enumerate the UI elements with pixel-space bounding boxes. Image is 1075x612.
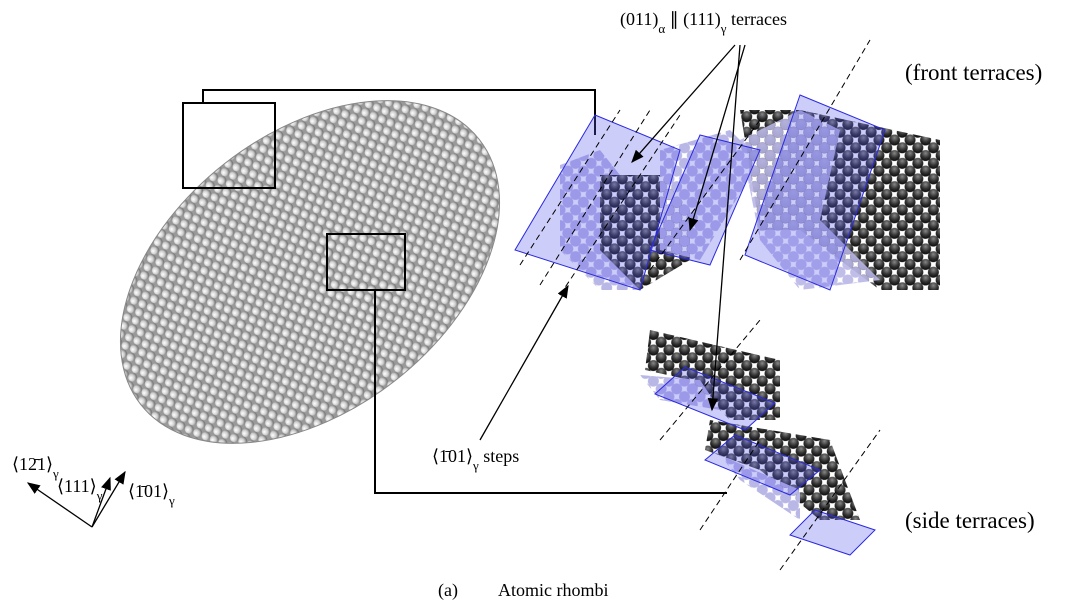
steps-label: ⟨1̄01⟩γ steps	[432, 446, 519, 473]
precipitate	[56, 31, 565, 513]
side-label: (side terraces)	[905, 508, 1035, 533]
text-part: ⟨1̄01⟩	[128, 481, 169, 501]
axis-label: ⟨111⟩γ	[57, 476, 103, 503]
text-part: ⟨1̄01⟩	[432, 446, 473, 466]
text-part: γ	[168, 493, 175, 508]
text-part: terraces	[727, 9, 787, 29]
caption-label: (a)	[438, 580, 458, 601]
side-cluster	[640, 330, 875, 555]
axis-label: ⟨12̄1⟩γ	[12, 454, 59, 481]
front-label: (front terraces)	[905, 60, 1042, 85]
terraces-label: (011)α ∥ (111)γ terraces	[620, 9, 787, 36]
figure: (011)α ∥ (111)γ terraces (front terraces…	[0, 0, 1075, 612]
caption-text: Atomic rhombi	[498, 580, 609, 600]
text-part: (011)	[620, 9, 658, 30]
axis-label: ⟨1̄01⟩γ	[128, 481, 175, 508]
text-part: steps	[479, 446, 520, 466]
front-cluster	[515, 95, 940, 290]
text-part: ⟨12̄1⟩	[12, 454, 53, 474]
text-part: ⟨111⟩	[57, 476, 97, 496]
text-part: γ	[96, 488, 103, 503]
text-part: ∥ (111)	[665, 9, 721, 30]
